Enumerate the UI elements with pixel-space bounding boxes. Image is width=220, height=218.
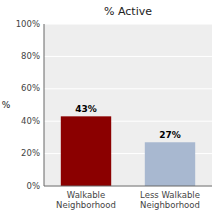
- y-tick-label: 100%: [16, 19, 40, 29]
- x-axis-line: [44, 186, 212, 187]
- y-tick-label: 60%: [21, 83, 40, 93]
- y-axis-line: [44, 24, 45, 186]
- x-tick-label-line: Neighborhood: [56, 200, 116, 210]
- x-tick-label-line: Neighborhood: [140, 200, 200, 210]
- labels: 43%WalkableNeighborhood27%Less WalkableN…: [56, 104, 200, 210]
- grid-line: [44, 186, 212, 187]
- title: % Active: [104, 5, 152, 18]
- y-tick-label: 40%: [21, 116, 40, 126]
- y-tick-label: 0%: [27, 181, 41, 191]
- x-tick-label: WalkableNeighborhood: [56, 190, 116, 210]
- bar: [145, 142, 195, 186]
- x-tick-label-line: Walkable: [67, 190, 105, 200]
- data-label: 43%: [75, 104, 97, 114]
- y-tick-label: 20%: [21, 148, 40, 158]
- bar: [61, 116, 111, 186]
- y-tick-label: 80%: [21, 51, 40, 61]
- plot-background: [44, 24, 212, 186]
- chart-container: 0%20%40%60%80%100%43%WalkableNeighborhoo…: [0, 0, 220, 218]
- grid-line: [44, 56, 212, 57]
- grid-line: [44, 88, 212, 89]
- y-axis: 0% 20% 40% 60% 80% 100%: [16, 19, 212, 191]
- chart-svg: 0%20%40%60%80%100%43%WalkableNeighborhoo…: [0, 0, 220, 218]
- x-tick-label: Less WalkableNeighborhood: [140, 190, 200, 210]
- grid-line: [44, 24, 212, 25]
- bars: [61, 116, 195, 186]
- data-label: 27%: [159, 130, 181, 140]
- y-axis-label: %: [2, 100, 11, 110]
- x-tick-label-line: Less Walkable: [140, 190, 200, 200]
